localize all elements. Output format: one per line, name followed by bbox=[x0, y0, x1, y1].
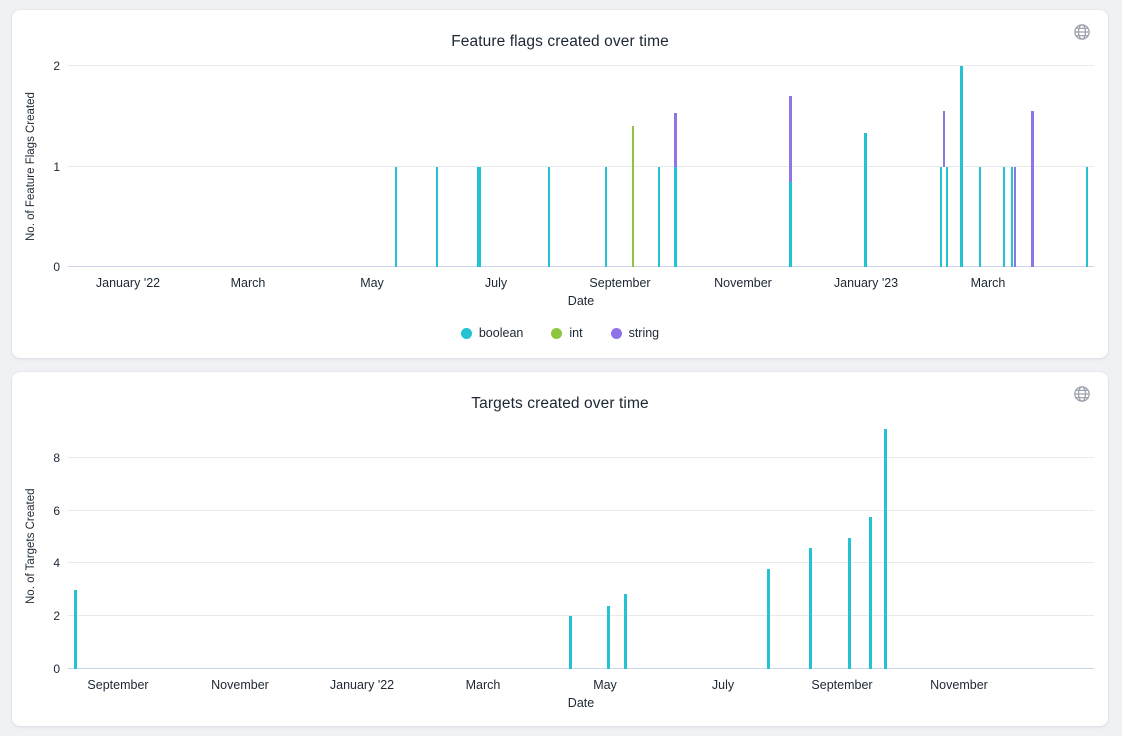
y-tick-label: 8 bbox=[53, 450, 60, 465]
y-tick-label: 1 bbox=[53, 159, 60, 174]
gridline bbox=[68, 165, 1094, 167]
x-tick-label: May bbox=[593, 678, 617, 692]
targets-chart-card: Targets created over time No. of Targets… bbox=[12, 372, 1108, 726]
bar-targets[interactable] bbox=[767, 568, 770, 669]
legend: boolean int string bbox=[12, 326, 1108, 340]
gridline bbox=[68, 509, 1094, 511]
y-tick-label: 6 bbox=[53, 503, 60, 518]
plot-area-feature-flags: 0 1 2 January '22 March May July September Novem… bbox=[53, 59, 1094, 290]
x-tick-label: November bbox=[211, 678, 269, 692]
bar-targets[interactable] bbox=[569, 616, 572, 669]
bar-targets[interactable] bbox=[74, 589, 77, 669]
legend-item-int[interactable]: int bbox=[551, 326, 583, 340]
y-tick-label: 2 bbox=[53, 609, 60, 624]
x-axis-line bbox=[68, 266, 1094, 267]
bar-boolean[interactable] bbox=[605, 166, 607, 267]
bar-boolean[interactable] bbox=[864, 133, 867, 267]
x-tick-label: March bbox=[230, 276, 266, 290]
bar-boolean[interactable] bbox=[436, 166, 438, 267]
globe-icon[interactable] bbox=[1072, 22, 1092, 42]
legend-item-boolean[interactable]: boolean bbox=[460, 326, 524, 340]
x-tick-label: November bbox=[930, 678, 988, 692]
bar-string[interactable] bbox=[943, 111, 945, 167]
legend-dot bbox=[551, 327, 563, 339]
bar-targets[interactable] bbox=[848, 538, 851, 669]
chart-title-targets: Targets created over time bbox=[471, 395, 649, 412]
bar-string[interactable] bbox=[1014, 166, 1016, 267]
bar-string[interactable] bbox=[674, 113, 677, 167]
bar-boolean[interactable] bbox=[946, 166, 948, 267]
x-tick-label: January '23 bbox=[833, 276, 899, 290]
bar-boolean[interactable] bbox=[548, 166, 550, 267]
bar-boolean[interactable] bbox=[1003, 166, 1005, 267]
x-tick-label: May bbox=[360, 276, 384, 290]
y-tick-label: 0 bbox=[53, 662, 60, 676]
bar-boolean[interactable] bbox=[960, 66, 963, 267]
gridline bbox=[68, 615, 1094, 617]
x-axis-title: Date bbox=[567, 294, 595, 308]
bar-boolean[interactable] bbox=[1086, 166, 1088, 267]
x-axis-title: Date bbox=[567, 696, 595, 710]
x-tick-label: September bbox=[87, 678, 149, 692]
legend-label: int bbox=[569, 326, 583, 340]
x-tick-label: March bbox=[970, 276, 1006, 290]
x-tick-label: January '22 bbox=[329, 678, 395, 692]
x-tick-label: March bbox=[465, 678, 501, 692]
legend-dot bbox=[460, 327, 472, 339]
bar-boolean[interactable] bbox=[658, 166, 660, 267]
legend-item-string[interactable]: string bbox=[610, 326, 660, 340]
x-axis-line bbox=[68, 668, 1094, 669]
x-tick-label: July bbox=[484, 276, 508, 290]
y-tick-label: 4 bbox=[53, 556, 60, 571]
gridline bbox=[68, 562, 1094, 564]
legend-label: boolean bbox=[478, 326, 524, 340]
x-tick-label: September bbox=[589, 276, 651, 290]
legend-dot bbox=[610, 327, 622, 339]
y-tick-label: 0 bbox=[53, 260, 60, 274]
bar-targets[interactable] bbox=[809, 547, 812, 669]
plot-area-targets: 0 2 4 6 8 September November January '22 March Ma… bbox=[53, 424, 1094, 692]
globe-icon[interactable] bbox=[1072, 384, 1092, 404]
bar-targets[interactable] bbox=[884, 428, 887, 669]
bar-string[interactable] bbox=[789, 96, 792, 182]
bar-boolean[interactable] bbox=[395, 166, 397, 267]
bar-boolean[interactable] bbox=[1011, 166, 1013, 267]
bar-boolean[interactable] bbox=[477, 166, 481, 267]
gridline bbox=[68, 456, 1094, 458]
x-tick-label: September bbox=[811, 678, 873, 692]
legend-label: string bbox=[628, 326, 660, 340]
gridline bbox=[68, 65, 1094, 66]
chart-title-feature-flags: Feature flags created over time bbox=[451, 33, 669, 50]
bar-targets[interactable] bbox=[624, 593, 627, 669]
bar-boolean[interactable] bbox=[940, 166, 942, 267]
x-tick-label: July bbox=[711, 678, 735, 692]
feature-flags-chart-card: Feature flags created over time No. of F… bbox=[12, 10, 1108, 358]
bar-int[interactable] bbox=[632, 126, 634, 267]
bar-boolean[interactable] bbox=[789, 181, 792, 267]
bar-string[interactable] bbox=[1031, 111, 1034, 267]
x-tick-label: November bbox=[714, 276, 772, 290]
x-tick-label: January '22 bbox=[95, 276, 161, 290]
y-tick-label: 2 bbox=[53, 59, 60, 73]
bar-boolean[interactable] bbox=[979, 166, 981, 267]
bar-targets[interactable] bbox=[869, 517, 872, 669]
bar-boolean[interactable] bbox=[674, 166, 677, 267]
bar-targets[interactable] bbox=[607, 605, 610, 669]
